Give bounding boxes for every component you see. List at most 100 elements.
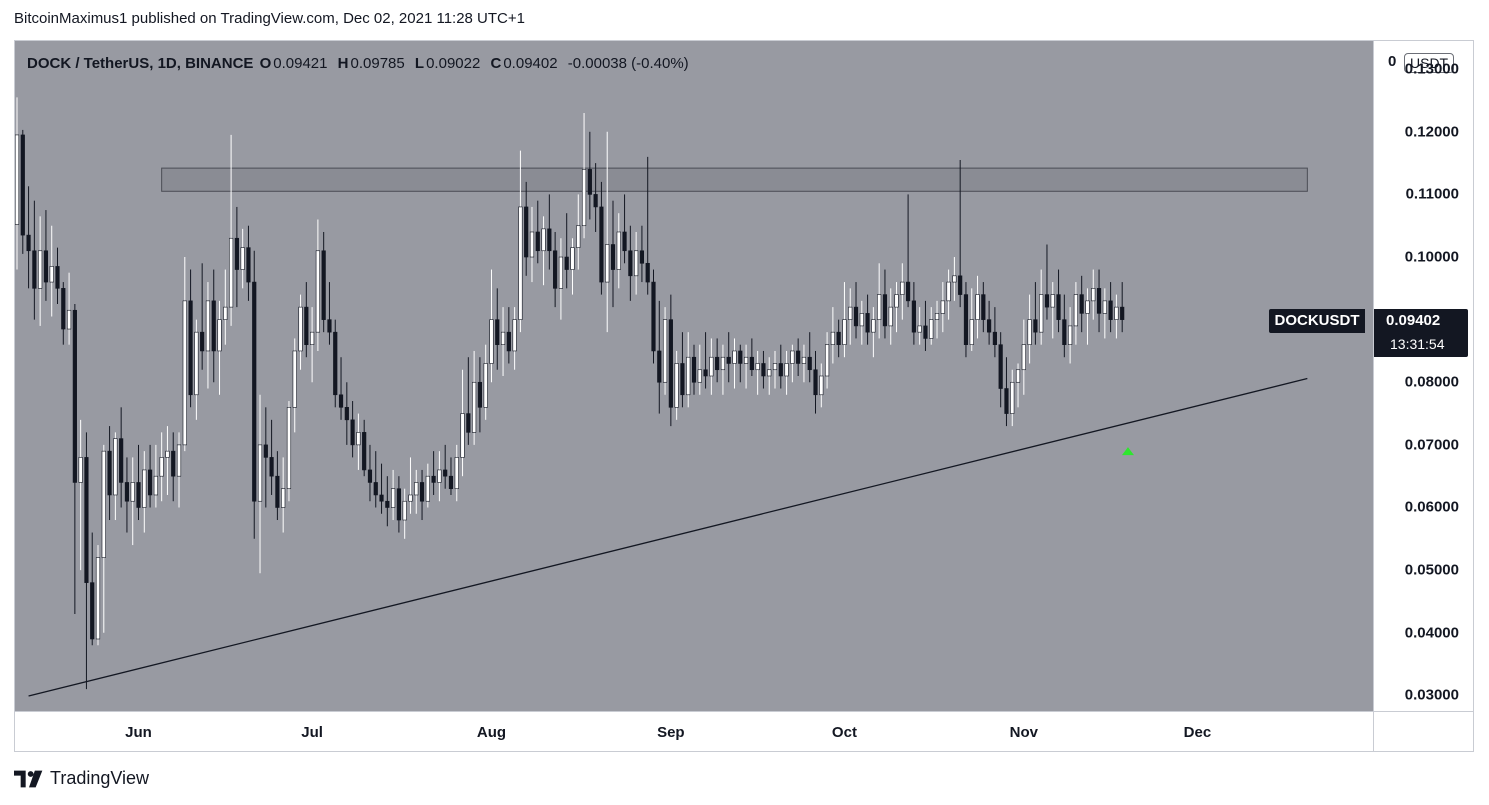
candle-body [587, 169, 592, 195]
time-tick-label: Jun [125, 724, 152, 741]
candle-body [466, 413, 471, 433]
candle-body [738, 350, 743, 364]
candle-body [379, 494, 384, 502]
candle-body [119, 438, 124, 483]
candle-body [234, 237, 239, 270]
symbol-price-tag: DOCKUSDT [1269, 309, 1365, 333]
candle-body [882, 294, 888, 327]
legend-close-value: 0.09402 [503, 55, 558, 72]
candle-body [824, 344, 830, 377]
candle-body [975, 294, 980, 320]
candle-body [998, 344, 1003, 389]
price-tick-label: 0.08000 [1404, 373, 1459, 391]
candle-body [969, 319, 974, 345]
legend-open-label: O [259, 55, 272, 72]
price-tick-label: 0.11000 [1405, 185, 1459, 203]
candle-body [535, 231, 540, 252]
candle-body [865, 313, 870, 333]
candle-body [923, 325, 928, 339]
candle-body [686, 356, 691, 396]
candle-body [934, 313, 940, 320]
price-tick-label: 0.04000 [1404, 624, 1459, 642]
candle-body [408, 494, 413, 502]
candle-body [107, 450, 112, 496]
candle-body [321, 250, 326, 320]
candle-body [790, 350, 795, 364]
candle-body [90, 582, 95, 640]
axis-corner [1373, 711, 1473, 751]
time-axis[interactable]: Jun Jul Aug Sep Oct Nov Dec [15, 711, 1373, 751]
candle-body [859, 313, 864, 327]
candle-body [147, 469, 153, 496]
candle-body [952, 275, 957, 283]
candle-body [506, 331, 511, 352]
candle-body [66, 309, 72, 330]
candle-body [153, 475, 158, 496]
candle-body [1073, 294, 1078, 327]
footer-brand-name: TradingView [50, 768, 150, 788]
candle-body [1079, 294, 1084, 314]
resistance-zone [161, 167, 1308, 192]
price-tick-label: 0.13000 [1404, 60, 1459, 78]
candle-body [1108, 300, 1113, 320]
candle-body [668, 319, 673, 408]
candle-body [101, 450, 106, 558]
candle-body [888, 306, 893, 327]
candle-body [605, 244, 610, 283]
candle-body [801, 356, 807, 364]
candle-body [20, 134, 25, 236]
candle-body [176, 444, 182, 477]
candle-body [171, 450, 176, 477]
candle-body [940, 300, 945, 314]
candle-body [124, 482, 130, 502]
candle-body [1056, 294, 1061, 320]
currency-button[interactable]: USDT [1404, 53, 1455, 73]
candle-body [252, 281, 257, 502]
candle-body [981, 294, 986, 320]
last-price-value: 0.09402 [1386, 312, 1441, 329]
candle-body [182, 300, 187, 446]
candle-body [298, 306, 303, 352]
candle-body [431, 475, 436, 483]
candle-body [726, 356, 731, 364]
candle-body [848, 306, 853, 320]
candle-body [963, 294, 969, 345]
candle-body [616, 231, 621, 270]
candle-body [853, 306, 859, 327]
candle-body [1068, 325, 1073, 345]
candle-body [113, 438, 118, 496]
candle-body [547, 228, 552, 252]
last-price-tag: 0.09402 13:31:54 [1374, 309, 1468, 357]
footer-brand[interactable]: TradingView [14, 768, 149, 789]
candle-body [894, 294, 899, 308]
candle-body [495, 319, 500, 345]
candle-body [767, 369, 772, 377]
price-tick-label: 0.06000 [1404, 498, 1459, 516]
time-tick-label: Oct [831, 724, 857, 741]
legend-low-value: 0.09022 [426, 55, 481, 72]
candle-body [402, 500, 407, 521]
legend-low-label: L [414, 55, 425, 72]
price-tick-label: 0.05000 [1404, 561, 1459, 579]
candle-body [691, 356, 697, 383]
candle-body [1096, 288, 1102, 314]
time-tick-label: Dec [1183, 724, 1212, 741]
time-tick-label: Aug [476, 724, 507, 741]
candle-body [437, 469, 442, 483]
candlestick-chart[interactable] [15, 41, 1373, 711]
candle-body [373, 482, 378, 496]
candle-body [38, 250, 43, 289]
candle-body [205, 300, 211, 352]
price-axis[interactable]: 0 USDT 0.130000.120000.110000.100000.090… [1373, 41, 1473, 711]
candle-body [1050, 294, 1055, 308]
candle-body [419, 482, 425, 502]
candle-body [292, 350, 297, 408]
candle-body [622, 231, 627, 252]
candle-body [529, 231, 535, 258]
candle-body [257, 444, 263, 502]
candle-body [871, 319, 876, 333]
candle-body [1062, 319, 1067, 345]
candle-body [136, 482, 141, 508]
